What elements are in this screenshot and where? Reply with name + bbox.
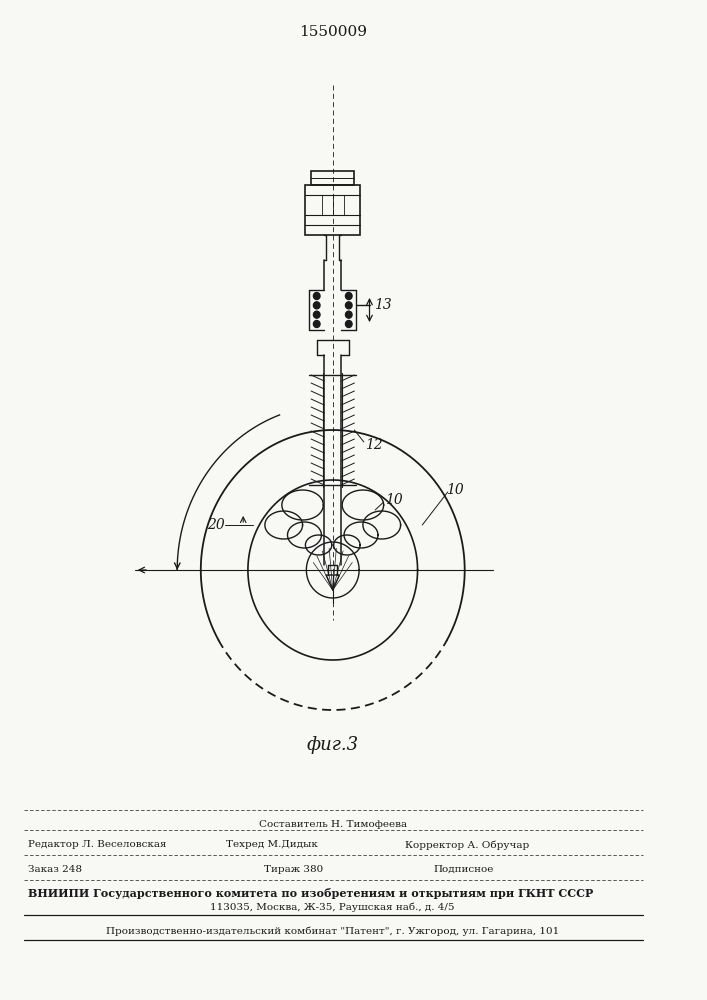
Circle shape [346, 302, 352, 309]
Text: 1550009: 1550009 [299, 25, 367, 39]
Text: 13: 13 [374, 298, 392, 312]
Text: 113035, Москва, Ж-35, Раушская наб., д. 4/5: 113035, Москва, Ж-35, Раушская наб., д. … [211, 902, 455, 912]
Circle shape [313, 311, 320, 318]
Text: Заказ 248: Заказ 248 [28, 865, 82, 874]
Text: Техред М.Дидык: Техред М.Дидык [226, 840, 318, 849]
Text: Составитель Н. Тимофеева: Составитель Н. Тимофеева [259, 820, 407, 829]
Text: 10: 10 [385, 493, 402, 507]
Text: ВНИИПИ Государственного комитета по изобретениям и открытиям при ГКНТ СССР: ВНИИПИ Государственного комитета по изоб… [28, 888, 594, 899]
Circle shape [346, 292, 352, 300]
Text: Корректор А. Обручар: Корректор А. Обручар [405, 840, 530, 850]
Text: Производственно-издательский комбинат "Патент", г. Ужгород, ул. Гагарина, 101: Производственно-издательский комбинат "П… [106, 927, 559, 936]
Text: Редактор Л. Веселовская: Редактор Л. Веселовская [28, 840, 167, 849]
Text: 12: 12 [365, 438, 382, 452]
Circle shape [313, 302, 320, 309]
Circle shape [346, 311, 352, 318]
Text: Тираж 380: Тираж 380 [264, 865, 323, 874]
Circle shape [313, 320, 320, 328]
Text: 20: 20 [206, 518, 224, 532]
Text: фиг.3: фиг.3 [307, 736, 359, 754]
Text: 10: 10 [446, 483, 464, 497]
Text: Подписное: Подписное [433, 865, 494, 874]
Circle shape [313, 292, 320, 300]
Circle shape [346, 320, 352, 328]
